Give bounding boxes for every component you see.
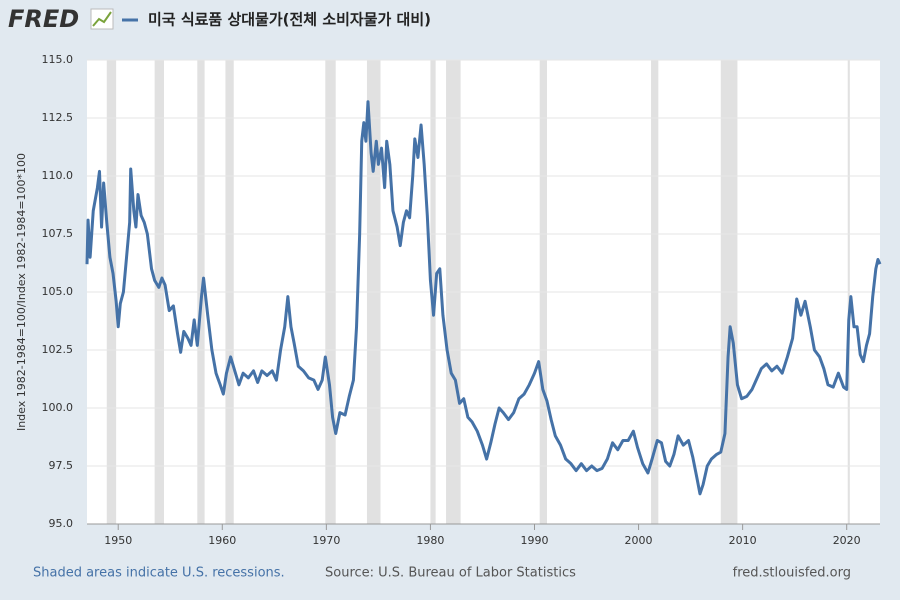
y-tick-label: 107.5 xyxy=(42,227,74,240)
site: fred.stlouisfed.org xyxy=(733,566,851,581)
y-tick-label: 95.0 xyxy=(49,517,74,530)
x-tick-label: 2020 xyxy=(833,534,861,547)
y-tick-label: 105.0 xyxy=(42,285,74,298)
y-tick-label: 100.0 xyxy=(42,401,74,414)
x-tick-label: 1950 xyxy=(104,534,132,547)
y-axis-label: Index 1982-1984=100/Index 1982-1984=100*… xyxy=(15,153,28,431)
series-line xyxy=(85,100,882,496)
x-tick-label: 2000 xyxy=(625,534,653,547)
x-tick-label: 1970 xyxy=(312,534,340,547)
y-tick-label: 97.5 xyxy=(49,459,74,472)
fred-logo: FRED xyxy=(8,5,79,33)
x-tick-label: 2010 xyxy=(729,534,757,547)
logo-icon xyxy=(90,8,114,30)
y-tick-label: 102.5 xyxy=(42,343,74,356)
recession-note: Shaded areas indicate U.S. recessions. xyxy=(33,566,285,581)
y-tick-label: 115.0 xyxy=(42,53,74,66)
x-tick-label: 1990 xyxy=(520,534,548,547)
y-tick-label: 112.5 xyxy=(42,111,74,124)
source: Source: U.S. Bureau of Labor Statistics xyxy=(325,566,576,581)
legend-label: 미국 식료품 상대물가(전체 소비자물가 대비) xyxy=(148,11,431,29)
x-tick-label: 1960 xyxy=(208,534,236,547)
y-tick-label: 110.0 xyxy=(42,169,74,182)
x-tick-label: 1980 xyxy=(416,534,444,547)
